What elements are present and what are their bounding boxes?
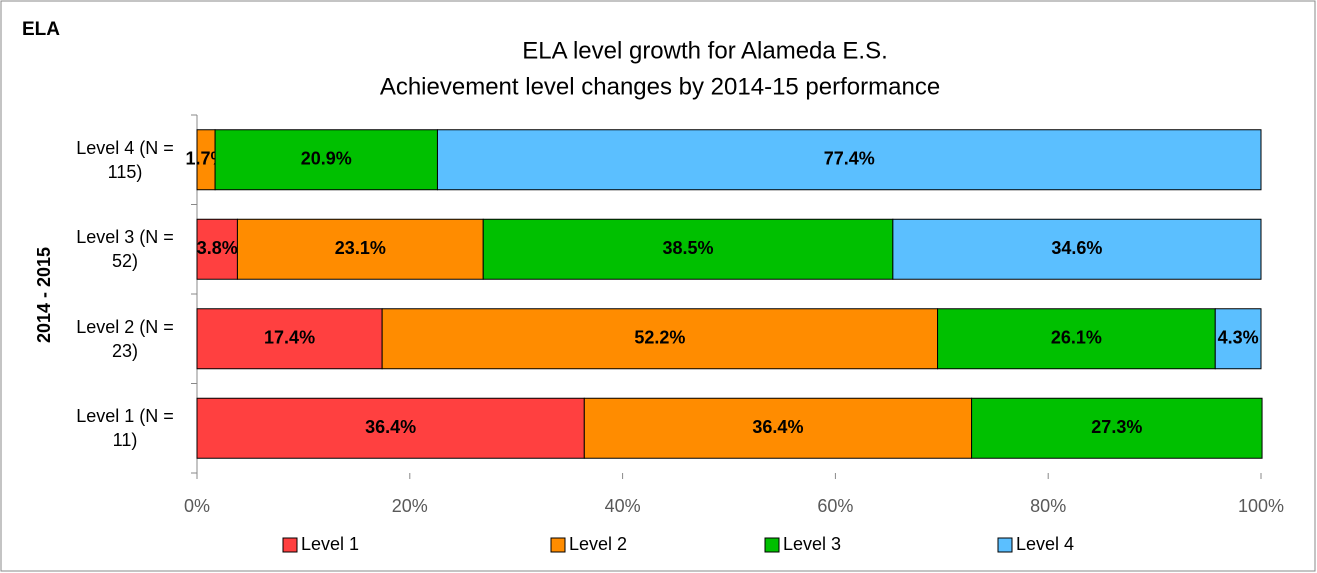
- legend-swatch: [282, 537, 298, 553]
- data-label: 52.2%: [634, 328, 685, 348]
- bar-segment: [583, 397, 973, 459]
- category-label: Level 2 (N = 23): [76, 316, 174, 361]
- data-label: 4.3%: [1218, 328, 1259, 348]
- corner-label: ELA: [22, 19, 60, 40]
- bar-segment: [937, 308, 1216, 370]
- legend-swatch: [550, 537, 566, 553]
- legend-label: Level 3: [783, 534, 841, 554]
- data-label: 36.4%: [752, 417, 803, 437]
- category-label: Level 4 (N = 115): [76, 137, 174, 182]
- bar-segment: [971, 397, 1263, 459]
- data-label: 20.9%: [301, 149, 352, 169]
- bar-segment: [482, 218, 894, 280]
- data-label: 3.8%: [197, 238, 238, 258]
- data-label: 17.4%: [264, 328, 315, 348]
- data-label: 77.4%: [824, 149, 875, 169]
- legend-label: Level 2: [569, 534, 627, 554]
- legend-swatch: [997, 537, 1013, 553]
- chart-subtitle: Achievement level changes by 2014-15 per…: [380, 73, 940, 100]
- bar-segment: [196, 397, 585, 459]
- bar-segment: [1214, 308, 1262, 370]
- x-tick-label: 40%: [605, 496, 641, 516]
- category-label: Level 1 (N = 11): [76, 406, 174, 451]
- data-label: 26.1%: [1051, 328, 1102, 348]
- y-axis-label: 2014 - 2015: [34, 247, 54, 343]
- x-tick-label: 100%: [1238, 496, 1284, 516]
- bar-segment: [892, 218, 1262, 280]
- bar-segment: [381, 308, 939, 370]
- data-label: 38.5%: [663, 238, 714, 258]
- bar-segment: [196, 218, 238, 280]
- legend-label: Level 4: [1016, 534, 1074, 554]
- legend-label: Level 1: [301, 534, 359, 554]
- data-label: 23.1%: [335, 238, 386, 258]
- x-tick-label: 0%: [184, 496, 210, 516]
- legend-swatch: [764, 537, 780, 553]
- data-label: 36.4%: [365, 417, 416, 437]
- x-tick-label: 60%: [817, 496, 853, 516]
- bar-segment: [436, 129, 1262, 191]
- x-tick-label: 80%: [1030, 496, 1066, 516]
- chart-title: ELA level growth for Alameda E.S.: [522, 37, 888, 64]
- bar-segment: [236, 218, 484, 280]
- data-label: 34.6%: [1051, 238, 1102, 258]
- category-label: Level 3 (N = 52): [76, 227, 174, 272]
- x-tick-label: 20%: [392, 496, 428, 516]
- data-label: 27.3%: [1091, 417, 1142, 437]
